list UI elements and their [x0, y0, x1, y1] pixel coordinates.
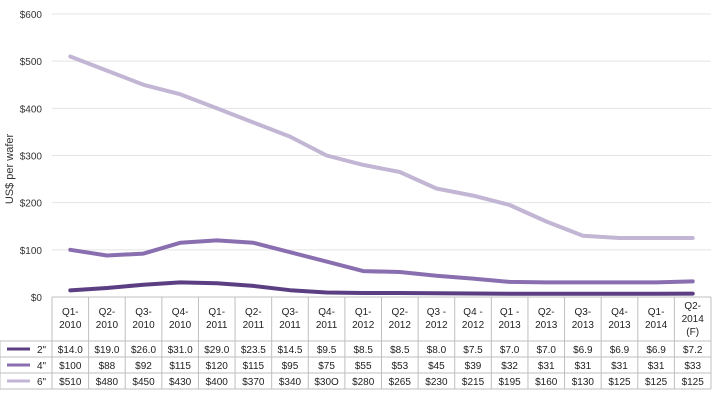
- data-label: $26.0: [131, 345, 156, 356]
- y-tick-label: $100: [20, 246, 43, 257]
- data-label: $7.2: [683, 345, 703, 356]
- category-label: Q3-2013: [572, 307, 595, 331]
- data-label: $33: [684, 361, 701, 372]
- series-lines: [68, 54, 695, 296]
- data-label: $39: [465, 361, 482, 372]
- category-label: Q3-2010: [132, 307, 155, 331]
- category-label: Q2-2012: [389, 307, 412, 331]
- category-label: Q4 -2012: [462, 307, 485, 331]
- data-label: $31: [611, 361, 628, 372]
- series-name: 4": [37, 361, 47, 372]
- data-label: $6.9: [573, 345, 593, 356]
- data-label: $125: [608, 377, 631, 388]
- category-label: Q4-2011: [316, 307, 338, 331]
- category-label: Q1-2014: [645, 307, 668, 331]
- data-label: $53: [391, 361, 408, 372]
- data-label: $480: [96, 377, 119, 388]
- data-label: $7.0: [500, 345, 520, 356]
- y-axis-label: US$ per wafer: [4, 134, 16, 205]
- data-label: $280: [352, 377, 375, 388]
- data-label: $7.0: [537, 345, 557, 356]
- data-label: $88: [99, 361, 116, 372]
- series-name: 6": [37, 377, 47, 388]
- series-line-1: [68, 238, 695, 285]
- data-label: $7.5: [463, 345, 483, 356]
- data-label: $130: [572, 377, 595, 388]
- data-label: $125: [682, 377, 705, 388]
- data-table: Q1-2010 Q2-2010 Q3-2010 Q4-2010 Q1-2011 Q2-20…: [0, 296, 712, 390]
- data-label: $95: [282, 361, 299, 372]
- data-label: $230: [425, 377, 448, 388]
- data-label: $14.0: [58, 345, 83, 356]
- category-label: Q1-2012: [352, 307, 375, 331]
- data-label: $215: [462, 377, 485, 388]
- data-label: $30O: [314, 377, 339, 388]
- data-label: $8.0: [427, 345, 447, 356]
- category-label: Q1-2010: [59, 307, 82, 331]
- data-label: $14.5: [277, 345, 302, 356]
- category-label: Q4-2010: [169, 307, 192, 331]
- series-name: 2": [37, 345, 47, 356]
- data-label: $125: [645, 377, 668, 388]
- data-label: $100: [59, 361, 82, 372]
- category-label: Q2-2010: [96, 307, 119, 331]
- data-label: $430: [169, 377, 192, 388]
- category-label: Q2-2011: [243, 307, 265, 331]
- data-label: $370: [242, 377, 265, 388]
- y-tick-label: $600: [20, 10, 43, 21]
- series-line-0: [68, 280, 695, 296]
- data-label: $160: [535, 377, 558, 388]
- data-label: $31.0: [168, 345, 193, 356]
- data-label: $55: [355, 361, 372, 372]
- data-label: $23.5: [241, 345, 266, 356]
- data-label: $32: [501, 361, 518, 372]
- data-label: $31: [538, 361, 555, 372]
- gridlines: [52, 13, 711, 298]
- data-label: $265: [389, 377, 412, 388]
- y-tick-label: $200: [20, 199, 43, 210]
- data-label: $8.5: [353, 345, 373, 356]
- y-axis: $0 $100 $200 $300 $400 $500 $600: [20, 10, 43, 304]
- data-label: $340: [279, 377, 302, 388]
- category-label: Q1-2011: [206, 307, 228, 331]
- y-tick-label: $400: [20, 104, 43, 115]
- data-label: $92: [135, 361, 152, 372]
- y-tick-label: $300: [20, 152, 43, 163]
- category-label: Q3-2011: [279, 307, 301, 331]
- series-line-2: [68, 54, 695, 240]
- y-tick-label: $0: [31, 293, 43, 304]
- data-label: $115: [169, 361, 191, 372]
- data-label: $75: [318, 361, 335, 372]
- data-label: $400: [206, 377, 229, 388]
- data-label: $19.0: [94, 345, 119, 356]
- data-label: $510: [59, 377, 82, 388]
- category-label: Q1 -2013: [499, 307, 522, 331]
- data-label: $195: [499, 377, 522, 388]
- data-label: $31: [575, 361, 592, 372]
- data-label: $31: [648, 361, 665, 372]
- data-label: $115: [243, 361, 265, 372]
- y-tick-label: $500: [20, 57, 43, 68]
- category-label: Q3 -2012: [425, 307, 448, 331]
- data-label: $450: [132, 377, 155, 388]
- data-label: $8.5: [390, 345, 410, 356]
- data-label: $6.9: [646, 345, 666, 356]
- data-label: $120: [206, 361, 229, 372]
- category-label: Q2-2013: [535, 307, 558, 331]
- data-label: $29.0: [204, 345, 229, 356]
- category-label: Q4-2013: [608, 307, 631, 331]
- data-label: $9.5: [317, 345, 337, 356]
- data-label: $45: [428, 361, 445, 372]
- category-label: Q2-2014 (F): [682, 301, 705, 338]
- data-label: $6.9: [610, 345, 630, 356]
